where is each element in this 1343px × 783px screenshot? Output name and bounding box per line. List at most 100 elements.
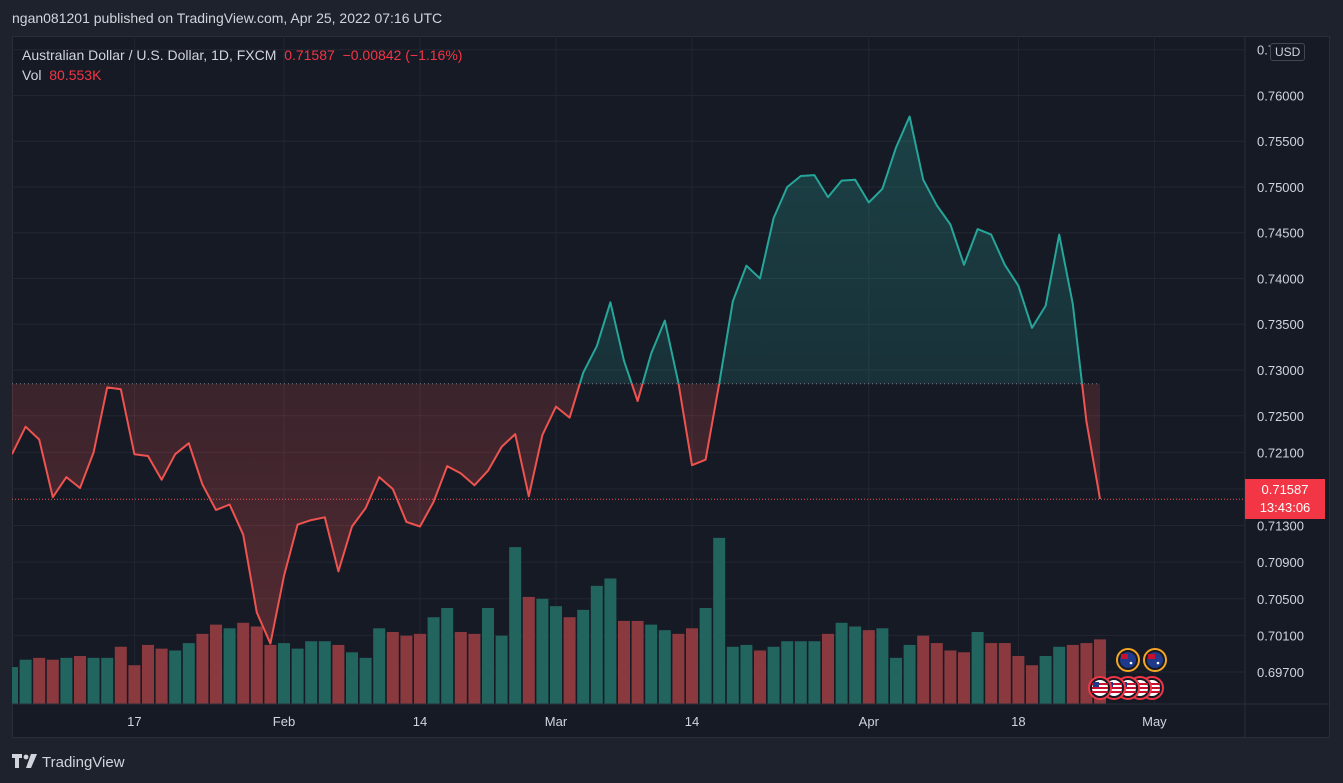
price-axis-tick-label: 0.75000 xyxy=(1257,180,1304,195)
us-flag-icon xyxy=(1088,676,1112,700)
volume-bar xyxy=(223,628,236,704)
volume-bar xyxy=(46,659,59,704)
volume-bar xyxy=(958,652,970,704)
volume-bar xyxy=(12,667,18,704)
volume-bar xyxy=(454,632,467,704)
price-axis-tick-label: 0.69700 xyxy=(1257,665,1304,680)
volume-bar xyxy=(142,644,154,704)
legend-row-price: Australian Dollar / U.S. Dollar, 1D, FXC… xyxy=(22,45,462,65)
volume-bar xyxy=(359,657,372,704)
volume-bar xyxy=(250,626,263,704)
volume-bar xyxy=(577,609,590,704)
volume-bar xyxy=(101,657,114,704)
symbol-description[interactable]: Australian Dollar / U.S. Dollar, 1D, FXC… xyxy=(22,47,277,63)
volume-bar xyxy=(550,606,562,704)
volume-bar xyxy=(87,657,100,704)
volume-bar xyxy=(237,622,250,704)
volume-bar xyxy=(876,628,889,704)
legend-change: −0.00842 (−1.16%) xyxy=(342,47,463,63)
volume-bar xyxy=(210,624,222,704)
volume-bar xyxy=(346,652,358,704)
volume-bar xyxy=(1066,644,1079,704)
volume-bar xyxy=(658,630,671,704)
price-axis-tick-label: 0.70900 xyxy=(1257,555,1304,570)
volume-bar xyxy=(482,608,494,704)
area-fill-above-baseline xyxy=(12,116,1100,384)
volume-bar xyxy=(1012,656,1025,704)
volume-bar xyxy=(903,644,916,704)
legend-last-price: 0.71587 xyxy=(284,47,335,63)
volume-bar xyxy=(60,657,73,704)
price-axis-tick-label: 0.74500 xyxy=(1257,226,1304,241)
time-axis-tick-label: 17 xyxy=(127,714,141,729)
volume-bar xyxy=(495,635,508,704)
price-axis-tick-label: 0.74000 xyxy=(1257,271,1304,286)
volume-bar xyxy=(19,659,32,704)
chart-legend: Australian Dollar / U.S. Dollar, 1D, FXC… xyxy=(22,45,462,85)
bar-countdown: 13:43:06 xyxy=(1259,500,1311,515)
volume-bar xyxy=(930,643,943,704)
currency-button[interactable]: USD xyxy=(1270,43,1306,61)
volume-bar xyxy=(944,650,957,704)
price-axis-tick-label: 0.73000 xyxy=(1257,363,1304,378)
volume-bar xyxy=(74,656,86,704)
volume-bar xyxy=(332,644,345,704)
volume-bar xyxy=(155,648,168,704)
volume-bar xyxy=(998,643,1011,704)
volume-bar xyxy=(794,641,807,704)
price-chart[interactable]: 0.765000.760000.755000.750000.745000.740… xyxy=(12,36,1330,738)
australia-flag-icon xyxy=(1143,648,1167,672)
tradingview-logo-icon[interactable] xyxy=(12,754,38,770)
volume-label: Vol xyxy=(22,67,42,83)
price-line-below xyxy=(12,383,1101,645)
volume-bar xyxy=(631,620,644,704)
volume-bar xyxy=(196,633,209,704)
volume-bar xyxy=(822,633,834,704)
time-axis-tick-label: Feb xyxy=(273,714,295,729)
time-axis-tick-label: Mar xyxy=(545,714,568,729)
volume-bar xyxy=(917,635,930,704)
time-axis-tick-label: May xyxy=(1142,714,1167,729)
volume-bar xyxy=(740,644,753,704)
australia-flag-icon xyxy=(1116,648,1140,672)
time-axis-tick-label: 18 xyxy=(1011,714,1025,729)
time-axis-tick-label: 14 xyxy=(413,714,427,729)
publish-header: ngan081201 published on TradingView.com,… xyxy=(0,0,1343,36)
price-axis-tick-label: 0.72100 xyxy=(1257,445,1304,460)
volume-bar xyxy=(1053,646,1066,704)
area-fill-below-baseline xyxy=(12,383,1100,644)
legend-row-volume: Vol 80.553K xyxy=(22,65,462,85)
volume-bar xyxy=(713,537,726,704)
time-axis-tick-label: 14 xyxy=(685,714,699,729)
volume-bar xyxy=(890,657,902,704)
volume-bar xyxy=(305,641,318,704)
volume-bar xyxy=(264,644,277,704)
volume-bar xyxy=(808,641,821,704)
last-price-value: 0.71587 xyxy=(1261,482,1309,497)
price-axis-tick-label: 0.72500 xyxy=(1257,409,1304,424)
volume-bar xyxy=(169,650,182,704)
volume-bar xyxy=(781,641,794,704)
volume-bar xyxy=(427,617,440,704)
price-line-above xyxy=(578,115,1084,384)
volume-bar xyxy=(128,665,141,704)
volume-bar xyxy=(645,624,658,704)
volume-bar xyxy=(1039,656,1052,704)
volume-bar xyxy=(536,598,549,704)
time-axis-tick-label: Apr xyxy=(859,714,880,729)
price-axis-tick-label: 0.70100 xyxy=(1257,628,1304,643)
published-info: ngan081201 published on TradingView.com,… xyxy=(12,10,443,26)
volume-bar xyxy=(318,641,331,704)
volume-bar xyxy=(441,608,454,704)
price-axis-tick-label: 0.71300 xyxy=(1257,519,1304,534)
price-axis-tick-label: 0.70500 xyxy=(1257,592,1304,607)
volume-bar xyxy=(400,635,413,704)
brand-name[interactable]: TradingView xyxy=(42,753,125,771)
volume-bar xyxy=(182,643,195,704)
volume-bar xyxy=(373,628,386,704)
footer: TradingView xyxy=(12,751,125,773)
volume-bar xyxy=(509,547,522,704)
volume-bar xyxy=(522,596,535,704)
volume-bar xyxy=(686,628,698,704)
volume-bar xyxy=(754,650,766,704)
